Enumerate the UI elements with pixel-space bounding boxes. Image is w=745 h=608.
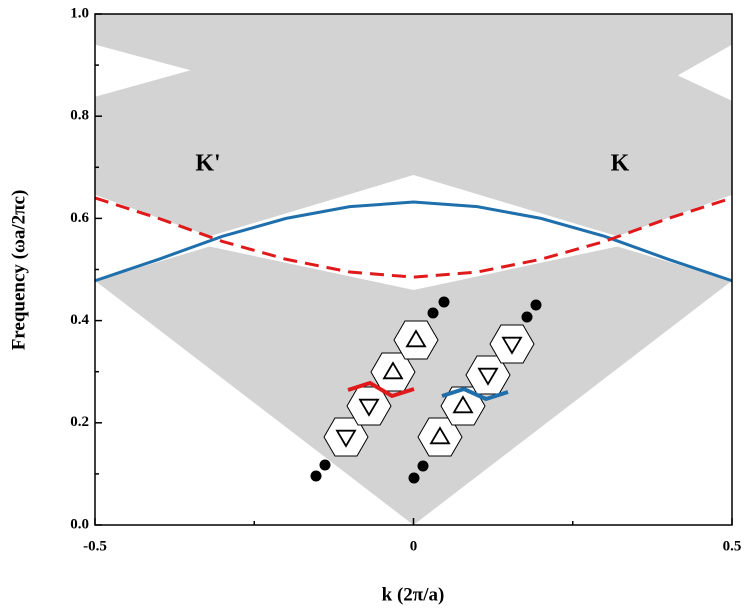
annotation: K': [195, 151, 220, 177]
y-tick-label: 0.4: [70, 312, 89, 328]
triangle: [501, 336, 523, 355]
axes: -0.5 0 0.5 0.0 0.2 0.4 0.6 0.8 1.0: [70, 5, 741, 554]
ellipsis-dot: [310, 470, 322, 482]
band-region: [95, 246, 732, 525]
ellipsis-dot: [417, 460, 429, 472]
x-axis-label: k (2π/a): [382, 584, 445, 605]
regions: [95, 14, 732, 525]
y-tick-label: 0.8: [70, 108, 89, 124]
y-tick-label: 0.2: [70, 414, 89, 430]
triangle: [382, 361, 404, 380]
y-tick-label: 0.0: [70, 516, 89, 532]
dispersion-line: [94, 196, 733, 279]
x-tick-label: -0.5: [83, 538, 107, 554]
hexagon: [489, 324, 535, 364]
y-tick-label: 0.6: [70, 210, 89, 226]
ellipsis-dot: [319, 459, 331, 471]
ellipsis-dot: [408, 472, 420, 484]
ellipsis-dot: [521, 311, 533, 323]
ellipsis-dot: [438, 296, 450, 308]
ellipsis-dot: [427, 307, 439, 319]
y-tick-label: 1.0: [70, 5, 89, 21]
triangle: [358, 398, 380, 417]
triangle: [335, 429, 357, 448]
triangle: [477, 367, 499, 386]
domain-wall: [441, 386, 509, 402]
hexagon: [393, 320, 439, 360]
triangle: [429, 426, 451, 445]
domain-wall: [347, 380, 415, 399]
triangle: [452, 395, 474, 414]
lines: [94, 196, 733, 283]
ellipsis-dot: [530, 299, 542, 311]
annotation: K: [611, 151, 630, 177]
triangle: [405, 329, 427, 348]
x-tick-label: 0.5: [723, 538, 742, 554]
x-tick-label: 0: [410, 538, 418, 554]
dispersion-line: [94, 200, 733, 283]
inset-diagram: [310, 296, 542, 484]
band-region: [95, 14, 732, 237]
y-axis-label: Frequency (ωa/2πc): [8, 190, 29, 351]
